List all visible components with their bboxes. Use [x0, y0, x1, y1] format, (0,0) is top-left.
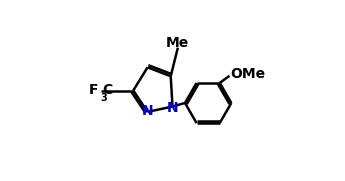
Text: N: N	[167, 101, 179, 115]
Text: OMe: OMe	[230, 67, 266, 81]
Text: N: N	[142, 104, 154, 118]
Text: F: F	[89, 83, 99, 97]
Text: 3: 3	[100, 93, 107, 103]
Text: C: C	[102, 83, 113, 97]
Text: Me: Me	[166, 36, 189, 50]
